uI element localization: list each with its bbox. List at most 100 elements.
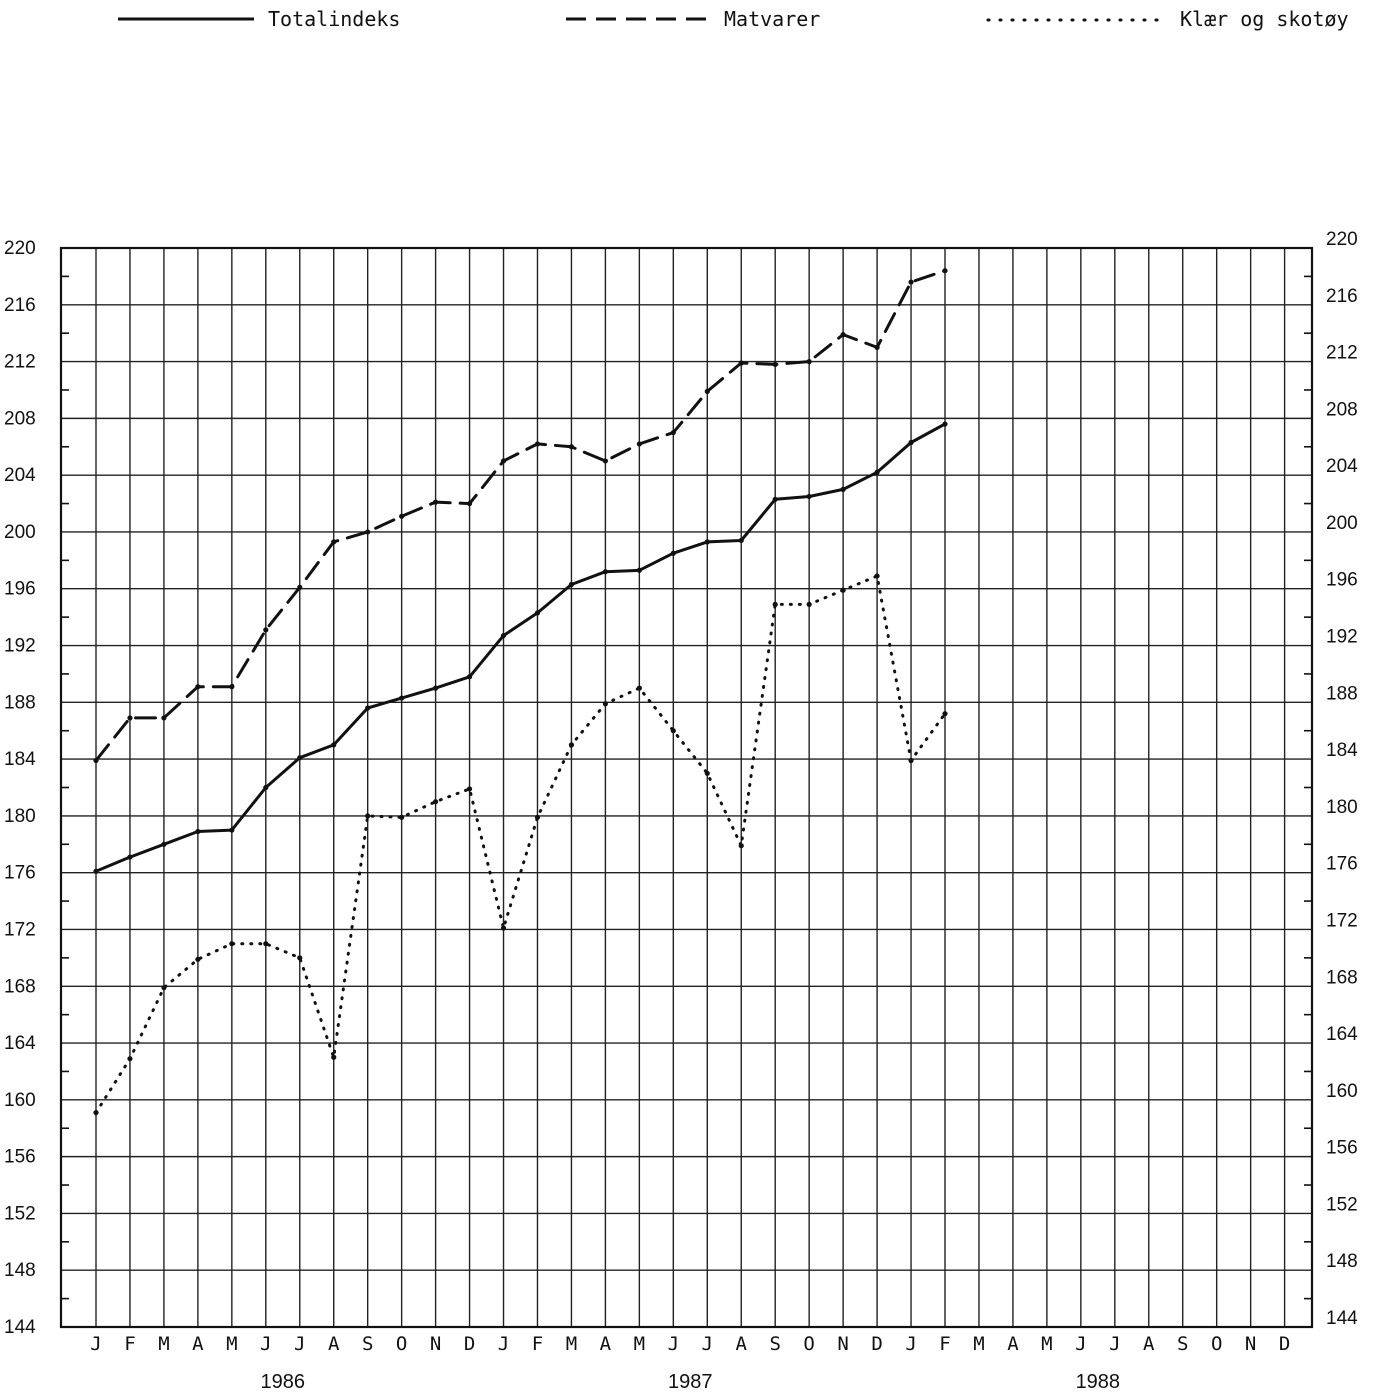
legend-label-matvarer: Matvarer bbox=[724, 7, 820, 31]
data-point-matvarer bbox=[942, 268, 948, 274]
y-tick-label-right: 216 bbox=[1326, 286, 1358, 307]
data-point-matvarer bbox=[636, 441, 642, 447]
data-point-totalindeks bbox=[738, 537, 744, 544]
x-tick-label-month: N bbox=[837, 1333, 848, 1355]
data-point-totalindeks bbox=[772, 496, 778, 502]
data-point-totalindeks bbox=[229, 827, 235, 833]
data-point-totalindeks bbox=[840, 486, 846, 492]
x-tick-label-month: M bbox=[634, 1333, 645, 1355]
x-tick-label-month: A bbox=[192, 1333, 204, 1355]
legend: Totalindeks Matvarer Klær og skotøy bbox=[118, 7, 1349, 31]
data-point-klaer-og-skotoy bbox=[195, 956, 201, 962]
y-tick-label-left: 220 bbox=[4, 238, 36, 259]
data-point-klaer-og-skotoy bbox=[772, 601, 778, 607]
data-point-matvarer bbox=[195, 684, 201, 690]
data-point-klaer-og-skotoy bbox=[365, 813, 371, 819]
data-point-matvarer bbox=[466, 500, 473, 507]
data-point-klaer-og-skotoy bbox=[738, 843, 744, 849]
series-line-matvarer bbox=[94, 269, 947, 762]
data-point-klaer-og-skotoy bbox=[704, 770, 710, 776]
y-tick-label-right: 200 bbox=[1326, 513, 1358, 534]
y-tick-label-right: 208 bbox=[1326, 399, 1358, 420]
data-point-klaer-og-skotoy bbox=[229, 941, 235, 947]
data-point-klaer-og-skotoy bbox=[636, 685, 642, 691]
x-tick-label-month: A bbox=[1007, 1333, 1019, 1355]
plot-border bbox=[59, 246, 1314, 1329]
x-tick-label-month: F bbox=[939, 1333, 950, 1355]
data-point-matvarer bbox=[297, 584, 303, 590]
x-tick-label-month: J bbox=[905, 1333, 916, 1355]
data-point-klaer-og-skotoy bbox=[127, 1056, 133, 1062]
data-point-totalindeks bbox=[874, 469, 880, 475]
y-tick-label-left: 204 bbox=[4, 465, 36, 486]
data-point-totalindeks bbox=[704, 539, 710, 545]
data-point-klaer-og-skotoy bbox=[331, 1054, 337, 1060]
y-tick-label-right: 168 bbox=[1326, 967, 1358, 988]
y-tick-label-left: 188 bbox=[4, 692, 36, 713]
y-tick-label-left: 164 bbox=[4, 1033, 36, 1054]
x-tick-label-month: F bbox=[124, 1333, 135, 1355]
y-tick-label-right: 188 bbox=[1326, 683, 1358, 704]
y-tick-label-left: 144 bbox=[4, 1317, 36, 1338]
data-point-klaer-og-skotoy bbox=[670, 728, 676, 734]
y-tick-label-left: 180 bbox=[4, 806, 36, 827]
y-tick-label-left: 160 bbox=[4, 1090, 36, 1111]
data-point-totalindeks bbox=[433, 685, 439, 691]
x-tick-label-month: D bbox=[871, 1333, 882, 1355]
x-tick-label-month: F bbox=[532, 1333, 543, 1355]
y-tick-label-left: 192 bbox=[4, 636, 36, 657]
y-tick-label-left: 208 bbox=[4, 408, 36, 429]
x-tick-label-month: M bbox=[973, 1333, 984, 1355]
data-point-klaer-og-skotoy bbox=[93, 1110, 99, 1116]
data-point-matvarer bbox=[806, 358, 812, 365]
x-year-label: 1986 bbox=[261, 1371, 306, 1393]
x-year-label: 1987 bbox=[668, 1371, 713, 1393]
data-point-totalindeks bbox=[670, 550, 676, 556]
x-tick-label-month: J bbox=[498, 1333, 509, 1355]
x-tick-label-month: D bbox=[464, 1333, 475, 1355]
data-point-totalindeks bbox=[942, 421, 948, 427]
y-tick-label-right: 192 bbox=[1326, 627, 1358, 648]
data-point-matvarer bbox=[908, 279, 914, 285]
data-point-klaer-og-skotoy bbox=[602, 701, 609, 707]
data-point-matvarer bbox=[840, 332, 846, 338]
data-point-matvarer bbox=[772, 361, 778, 368]
data-point-totalindeks bbox=[806, 493, 812, 500]
y-tick-label-right: 152 bbox=[1326, 1194, 1358, 1215]
x-tick-label-month: A bbox=[600, 1333, 612, 1355]
data-point-klaer-og-skotoy bbox=[806, 601, 812, 607]
y-tick-label-right: 176 bbox=[1326, 854, 1358, 875]
x-tick-label-month: J bbox=[1075, 1333, 1086, 1355]
data-point-totalindeks bbox=[263, 784, 269, 791]
x-tick-label-month: S bbox=[1177, 1333, 1188, 1355]
x-tick-label-month: J bbox=[668, 1333, 679, 1355]
y-tick-label-right: 220 bbox=[1326, 229, 1358, 250]
data-point-klaer-og-skotoy bbox=[874, 573, 880, 579]
x-tick-label-month: A bbox=[1143, 1333, 1155, 1355]
y-tick-label-left: 176 bbox=[4, 863, 36, 884]
x-tick-label-month: O bbox=[803, 1333, 814, 1355]
data-point-klaer-og-skotoy bbox=[399, 814, 405, 820]
y-tick-label-left: 156 bbox=[4, 1147, 36, 1168]
data-point-totalindeks bbox=[161, 841, 167, 847]
data-point-totalindeks bbox=[399, 695, 405, 701]
x-tick-label-month: J bbox=[260, 1333, 271, 1355]
data-point-klaer-og-skotoy bbox=[908, 757, 914, 764]
data-point-matvarer bbox=[534, 441, 541, 447]
data-point-totalindeks bbox=[602, 569, 609, 575]
data-point-klaer-og-skotoy bbox=[534, 814, 541, 820]
y-tick-label-right: 172 bbox=[1326, 910, 1358, 931]
x-tick-label-month: S bbox=[769, 1333, 780, 1355]
data-point-matvarer bbox=[93, 757, 99, 764]
x-tick-label-month: S bbox=[362, 1333, 373, 1355]
y-tick-label-right: 212 bbox=[1326, 343, 1358, 364]
x-tick-label-month: J bbox=[294, 1333, 305, 1355]
data-point-klaer-og-skotoy bbox=[161, 985, 167, 991]
data-point-matvarer bbox=[229, 684, 235, 690]
data-point-matvarer bbox=[568, 444, 575, 450]
data-point-klaer-og-skotoy bbox=[568, 742, 575, 748]
y-tick-label-left: 212 bbox=[4, 352, 36, 373]
x-tick-label-month: J bbox=[90, 1333, 101, 1355]
x-tick-label-month: D bbox=[1279, 1333, 1290, 1355]
x-tick-label-month: O bbox=[1211, 1333, 1222, 1355]
